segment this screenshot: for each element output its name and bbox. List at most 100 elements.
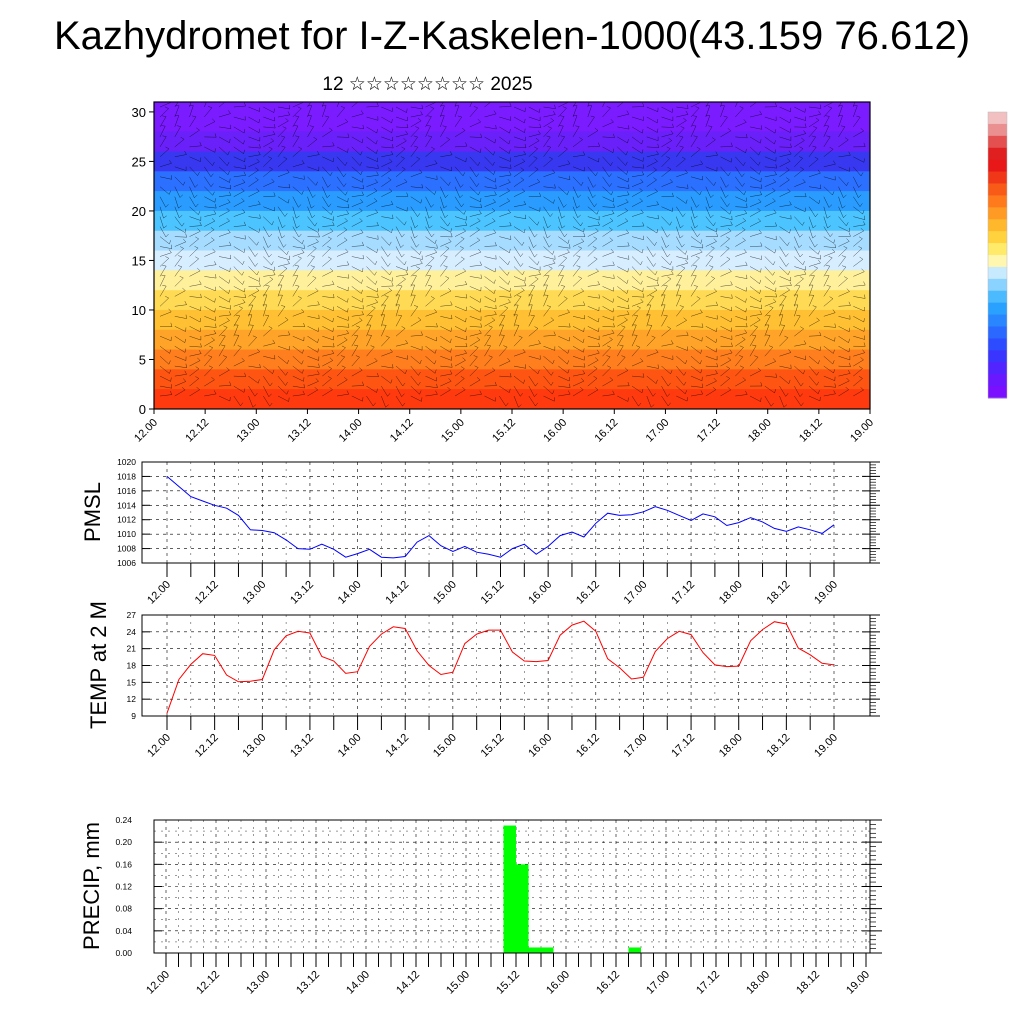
x-tick-label: 13.12	[294, 969, 322, 997]
precipitation-bars	[503, 825, 641, 953]
y-tick-label: 24	[127, 627, 137, 637]
temperature-bands	[154, 102, 870, 409]
colorbar-swatch	[988, 362, 1007, 375]
temperature-series-line	[166, 620, 835, 714]
pmsl-grid	[142, 462, 870, 563]
x-tick-label: 18.00	[744, 969, 772, 997]
temperature-band-11	[154, 329, 870, 351]
x-tick-label: 13.00	[240, 732, 268, 760]
x-tick-label: 19.00	[848, 417, 876, 445]
temperature-grid	[142, 615, 870, 716]
colorbar-swatch	[988, 350, 1007, 363]
y-tick-label: 27	[127, 610, 137, 620]
y-tick-label: 1016	[117, 486, 136, 496]
temperature-band-3	[154, 171, 870, 192]
x-tick-label: 16.12	[594, 969, 622, 997]
x-tick-label: 18.12	[797, 417, 825, 445]
vertical-profile-x-axis: 12.00 12.12 13.00 13.12 14.00 14.12 15.00 15.12…	[132, 409, 876, 445]
y-tick-label: 1006	[117, 558, 136, 568]
x-tick-label: 18.12	[794, 969, 822, 997]
y-tick-label: 12	[127, 694, 137, 704]
colorbar-swatch	[988, 326, 1007, 339]
y-tick-label: 1020	[117, 457, 136, 467]
temperature-band-5	[154, 210, 870, 232]
x-tick-label: 17.12	[669, 732, 697, 760]
wind-barb-strokes	[159, 102, 866, 408]
x-tick-label: 18.12	[765, 579, 793, 607]
colorbar-swatch	[988, 314, 1007, 327]
y-tick-label: 0.12	[115, 882, 132, 892]
y-tick-label: 10	[132, 303, 146, 318]
x-tick-label: 18.12	[765, 732, 793, 760]
precipitation-y-axis: 0.00 0.04 0.08 0.12 0.16 0.20 0.24	[115, 815, 882, 958]
y-tick-label: 25	[132, 154, 146, 169]
x-tick-label: 14.00	[344, 969, 372, 997]
precip-bar	[516, 864, 529, 953]
temperature-y-label: TEMP at 2 M	[86, 601, 111, 729]
pmsl-frame	[141, 461, 871, 564]
temperature-y-axis: 9 12 15 18 21 24 27	[127, 610, 880, 721]
colorbar-swatch	[988, 338, 1007, 351]
temperature-band-0	[154, 102, 870, 133]
precip-bar	[503, 825, 516, 953]
y-tick-label: 1010	[117, 529, 136, 539]
y-tick-label: 15	[132, 253, 146, 268]
x-tick-label: 14.00	[337, 417, 365, 445]
colorbar-swatch	[988, 374, 1007, 387]
y-tick-label: 1012	[117, 515, 136, 525]
x-tick-label: 13.00	[240, 579, 268, 607]
precip-bar	[628, 947, 641, 953]
x-tick-label: 17.00	[644, 969, 672, 997]
colorbar-swatch	[988, 195, 1007, 208]
x-tick-label: 13.00	[244, 969, 272, 997]
y-tick-label: 9	[131, 711, 136, 721]
x-tick-label: 15.00	[431, 579, 459, 607]
temperature-band-14	[154, 389, 870, 409]
precipitation-y-label: PRECIP, mm	[79, 822, 104, 950]
y-tick-label: 18	[127, 661, 137, 671]
colorbar-swatch	[988, 255, 1007, 268]
x-tick-label: 13.12	[288, 579, 316, 607]
x-tick-label: 15.12	[479, 732, 507, 760]
x-tick-label: 16.00	[526, 579, 554, 607]
x-tick-label: 18.00	[746, 417, 774, 445]
y-tick-label: 0.24	[115, 815, 132, 825]
precipitation-x-axis: 12.00 12.12 13.00 13.12 14.00 14.12 15.00 15.12…	[144, 953, 872, 997]
pmsl-x-axis: 12.00 12.12 13.00 13.12 14.00 14.12 15.00 15.12…	[145, 563, 840, 607]
x-tick-label: 17.12	[669, 579, 697, 607]
x-tick-label: 15.00	[439, 417, 467, 445]
x-tick-label: 15.12	[494, 969, 522, 997]
temperature-band-10	[154, 309, 870, 331]
precip-bar	[528, 947, 541, 953]
x-tick-label: 17.00	[622, 579, 650, 607]
x-tick-label: 16.00	[541, 417, 569, 445]
y-tick-label: 15	[127, 677, 137, 687]
colorbar-swatch	[988, 112, 1007, 125]
x-tick-label: 17.00	[644, 417, 672, 445]
vertical-profile-y-axis: 0 5 10 15 20 25 30	[132, 105, 154, 417]
colorbar-frame	[987, 111, 1008, 399]
y-tick-label: 1008	[117, 544, 136, 554]
x-tick-label: 12.12	[183, 417, 211, 445]
colorbar-swatch	[988, 278, 1007, 292]
x-tick-label: 12.12	[193, 579, 221, 607]
x-tick-label: 12.00	[132, 417, 160, 445]
colorbar-swatch	[988, 290, 1007, 304]
precipitation-panel: 0.000.040.080.120.160.200.24 12.00 12.12 1…	[79, 815, 882, 997]
y-tick-label: 0	[139, 402, 146, 417]
x-tick-label: 19.00	[844, 969, 872, 997]
y-tick-label: 0.00	[115, 948, 132, 958]
x-tick-label: 15.12	[490, 417, 518, 445]
x-tick-label: 12.12	[193, 732, 221, 760]
x-tick-label: 17.00	[622, 732, 650, 760]
temperature-band-4	[154, 191, 870, 212]
x-tick-label: 13.00	[234, 417, 262, 445]
colorbar-swatch	[988, 219, 1007, 232]
y-tick-label: 5	[139, 352, 146, 367]
x-tick-label: 19.00	[812, 579, 840, 607]
y-tick-label: 1018	[117, 471, 136, 481]
vertical-profile-panel: 0 5 10 15 20 25 30 12.00 12.12 13.00 13.12 14.00 14…	[132, 101, 876, 445]
pmsl-y-axis: 1006 1008 1010 1012 1014 1016 1018 1020	[117, 457, 880, 568]
x-tick-label: 14.12	[394, 969, 422, 997]
